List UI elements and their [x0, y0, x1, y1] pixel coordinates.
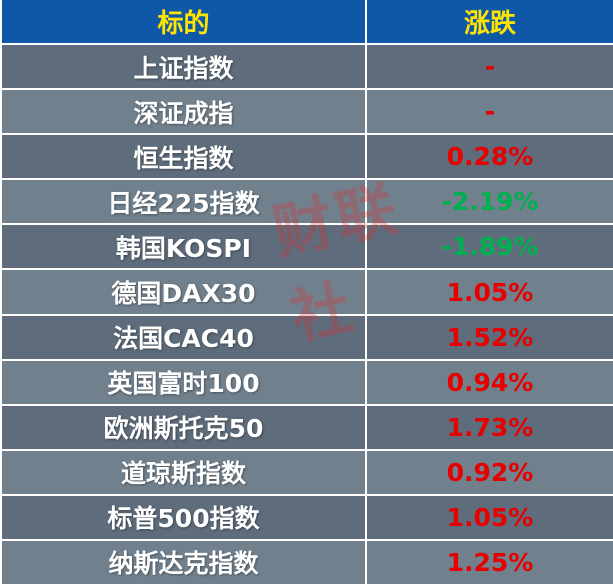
- index-name: 欧洲斯托克50: [2, 405, 365, 449]
- table-row: 标普500指数 1.05%: [2, 495, 613, 539]
- index-name: 恒生指数: [2, 135, 365, 179]
- table-row: 深证成指 -: [2, 90, 613, 134]
- index-name: 德国DAX30: [2, 270, 365, 314]
- table-row: 日经225指数 -2.19%: [2, 180, 613, 224]
- index-name: 日经225指数: [2, 180, 365, 224]
- change-value: 0.28%: [367, 135, 613, 179]
- change-value: -1.89%: [367, 225, 613, 269]
- table-row: 纳斯达克指数 1.25%: [2, 540, 613, 585]
- table-row: 英国富时100 0.94%: [2, 360, 613, 404]
- index-name: 法国CAC40: [2, 315, 365, 359]
- change-value: -: [367, 90, 613, 134]
- table-row: 恒生指数 0.28%: [2, 135, 613, 179]
- change-value: 1.05%: [367, 270, 613, 314]
- table-row: 上证指数 -: [2, 45, 613, 89]
- change-value: 1.25%: [367, 540, 613, 585]
- table-row: 韩国KOSPI -1.89%: [2, 225, 613, 269]
- change-value: -: [367, 45, 613, 89]
- change-value: 1.05%: [367, 495, 613, 539]
- change-value: 1.73%: [367, 405, 613, 449]
- index-name: 纳斯达克指数: [2, 540, 365, 585]
- index-name: 道琼斯指数: [2, 450, 365, 494]
- table-row: 欧洲斯托克50 1.73%: [2, 405, 613, 449]
- change-value: 1.52%: [367, 315, 613, 359]
- table-header: 标的 涨跌: [2, 0, 613, 44]
- header-cell-change: 涨跌: [367, 0, 613, 44]
- table-row: 德国DAX30 1.05%: [2, 270, 613, 314]
- index-name: 深证成指: [2, 90, 365, 134]
- change-value: 0.92%: [367, 450, 613, 494]
- index-name: 英国富时100: [2, 360, 365, 404]
- index-name: 上证指数: [2, 45, 365, 89]
- index-name: 韩国KOSPI: [2, 225, 365, 269]
- header-cell-target: 标的: [2, 0, 365, 44]
- table-row: 法国CAC40 1.52%: [2, 315, 613, 359]
- index-name: 标普500指数: [2, 495, 365, 539]
- change-value: 0.94%: [367, 360, 613, 404]
- change-value: -2.19%: [367, 180, 613, 224]
- table-row: 道琼斯指数 0.92%: [2, 450, 613, 494]
